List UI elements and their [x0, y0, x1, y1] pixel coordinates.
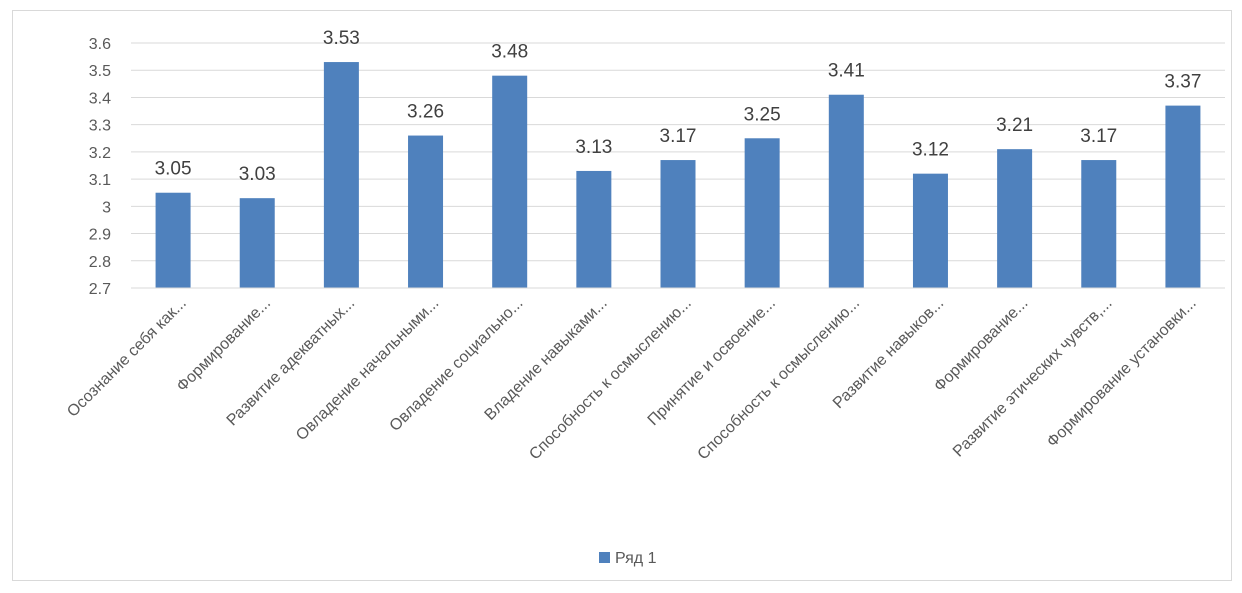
x-category-label: Способность к осмыслению... [695, 295, 864, 464]
bar [912, 173, 948, 288]
y-tick-label: 3.3 [89, 118, 111, 135]
x-category-label: Овладение начальными... [293, 295, 442, 444]
bar [744, 138, 780, 288]
x-category-label: Развитие этических чувств,... [950, 295, 1116, 461]
x-category-label: Формирование... [174, 295, 274, 395]
bar [323, 62, 359, 288]
legend-label: Ряд 1 [615, 550, 657, 567]
bar [1081, 160, 1117, 288]
y-tick-label: 3.5 [89, 63, 111, 80]
x-category-label: Способность к осмыслению... [526, 295, 695, 464]
y-tick-label: 3.1 [89, 172, 111, 189]
data-label: 3.25 [744, 104, 781, 125]
y-tick-label: 3.2 [89, 145, 111, 162]
data-label: 3.26 [407, 102, 444, 123]
data-label: 3.17 [1080, 126, 1117, 147]
y-tick-label: 2.9 [89, 227, 111, 244]
y-tick-label: 3.4 [89, 90, 111, 107]
x-category-label: Формирование установки... [1044, 295, 1200, 451]
bar [155, 192, 191, 288]
y-tick-label: 3.6 [89, 36, 111, 53]
bar [492, 75, 528, 289]
legend-swatch [599, 552, 610, 563]
y-tick-label: 3 [102, 199, 111, 216]
bar [660, 160, 696, 288]
bar [239, 198, 275, 288]
y-tick-label: 2.8 [89, 254, 111, 271]
data-label: 3.03 [239, 164, 276, 185]
bar [408, 135, 444, 288]
y-tick-label: 2.7 [89, 281, 111, 298]
data-label: 3.17 [660, 126, 697, 147]
data-label: 3.41 [828, 61, 865, 82]
bar [997, 149, 1033, 288]
data-label: 3.05 [155, 159, 192, 180]
data-label: 3.13 [575, 137, 612, 158]
x-category-label: Овладение социально... [387, 295, 527, 435]
data-label: 3.21 [996, 115, 1033, 136]
x-category-label: Формирование... [931, 295, 1031, 395]
data-label: 3.53 [323, 28, 360, 49]
x-category-label: Осознание себя как... [64, 295, 190, 421]
data-label: 3.48 [491, 42, 528, 63]
data-label: 3.12 [912, 140, 949, 161]
bar [828, 94, 864, 288]
chart-frame [12, 10, 1232, 581]
data-label: 3.37 [1164, 72, 1201, 93]
bar [576, 170, 612, 288]
bar [1165, 105, 1201, 288]
